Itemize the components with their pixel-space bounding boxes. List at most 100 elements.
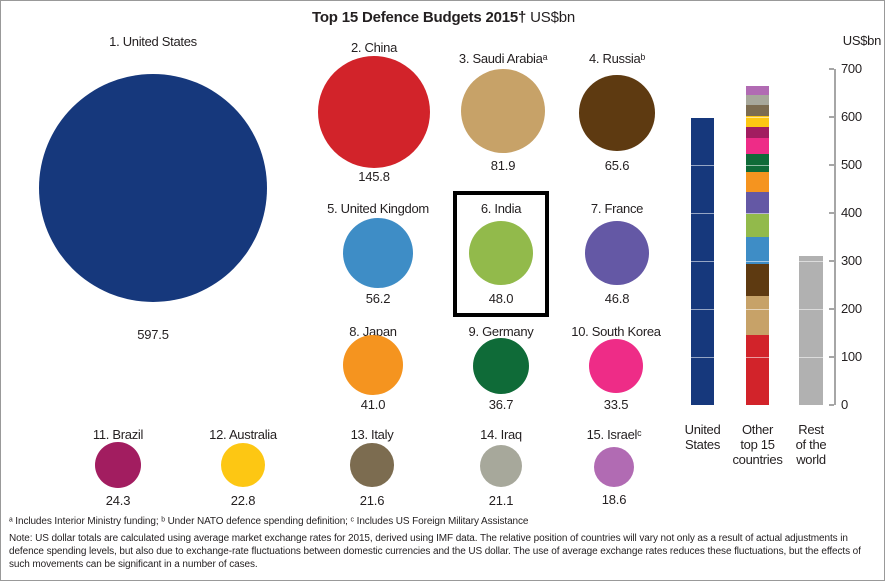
country-label-israel: 15. Israelᶜ — [586, 427, 642, 442]
country-label-saudi-arabia: 3. Saudi Arabiaᵃ — [458, 51, 548, 66]
country-value-brazil: 24.3 — [105, 493, 131, 508]
grid-line-100 — [799, 356, 823, 358]
country-value-china: 145.8 — [358, 169, 390, 184]
grid-line-600 — [746, 116, 769, 118]
country-label-united-kingdom: 5. United Kingdom — [327, 201, 429, 216]
bubble-brazil — [95, 442, 141, 488]
y-axis-tick-300 — [829, 260, 834, 262]
country-label-united-states: 1. United States — [109, 34, 197, 49]
page-title-bold: Top 15 Defence Budgets 2015† — [311, 9, 527, 26]
y-axis-tick-label-200: 200 — [841, 301, 862, 316]
bubble-united-kingdom — [343, 218, 413, 288]
grid-line-200 — [691, 308, 714, 310]
segment-germany — [746, 154, 769, 172]
y-axis-tick-500 — [829, 164, 834, 166]
united-states-bar — [691, 118, 714, 405]
segment-france — [746, 191, 769, 215]
y-axis-line — [834, 69, 836, 405]
country-label-china: 2. China — [350, 40, 398, 55]
y-axis-tick-100 — [829, 356, 834, 358]
other-top15-bar — [746, 86, 769, 405]
grid-line-300 — [746, 260, 769, 262]
y-axis-tick-label-300: 300 — [841, 253, 862, 268]
country-label-japan: 8. Japan — [349, 324, 397, 339]
segment-south-korea — [746, 138, 769, 155]
bubble-china — [317, 55, 431, 169]
india-highlight-box — [453, 191, 549, 317]
page-title-units: US$bn — [526, 9, 576, 26]
segment-rest-of-the-world — [799, 256, 823, 405]
country-label-germany: 9. Germany — [468, 324, 534, 339]
segment-china — [746, 334, 769, 405]
other-top15-bar-label-line: Other — [741, 422, 773, 437]
country-value-australia: 22.8 — [230, 493, 256, 508]
country-value-italy: 21.6 — [359, 493, 385, 508]
y-axis-tick-700 — [829, 68, 834, 70]
segment-saudi-arabia — [746, 295, 769, 335]
country-value-germany: 36.7 — [488, 397, 514, 412]
country-value-united-states: 597.5 — [137, 327, 169, 342]
country-label-brazil: 11. Brazil — [92, 427, 144, 442]
y-axis-tick-label-700: 700 — [841, 61, 862, 76]
y-axis-tick-label-400: 400 — [841, 205, 862, 220]
segment-brazil — [746, 126, 769, 139]
grid-line-200 — [799, 308, 823, 310]
y-axis-tick-600 — [829, 116, 834, 118]
page-title: Top 15 Defence Budgets 2015† US$bn — [1, 9, 884, 26]
segment-russia — [746, 264, 769, 296]
grid-line-500 — [746, 164, 769, 166]
y-axis-tick-0 — [829, 404, 834, 406]
segment-iraq — [746, 95, 769, 106]
grid-line-400 — [746, 212, 769, 214]
bubble-australia — [220, 442, 266, 488]
bubble-italy — [350, 443, 394, 487]
united-states-bar-label-line: States — [684, 437, 721, 452]
rest-of-world-bar — [799, 256, 823, 405]
grid-line-500 — [691, 164, 714, 166]
country-value-france: 46.8 — [604, 291, 630, 306]
bubble-france — [585, 221, 649, 285]
bubble-germany — [472, 337, 530, 395]
segment-italy — [746, 105, 769, 116]
bubble-russia — [579, 75, 655, 151]
y-axis-tick-200 — [829, 308, 834, 310]
country-label-italy: 13. Italy — [350, 427, 394, 442]
segment-israel — [746, 86, 769, 96]
grid-line-100 — [746, 356, 769, 358]
united-states-bar-label-line: United — [684, 422, 721, 437]
bubble-saudi-arabia — [460, 68, 546, 154]
grid-line-200 — [746, 308, 769, 310]
country-label-iraq: 14. Iraq — [480, 427, 522, 442]
segment-india — [746, 214, 769, 238]
country-label-russia: 4. Russiaᵇ — [588, 51, 646, 66]
segment-japan — [746, 172, 769, 192]
country-label-australia: 12. Australia — [209, 427, 277, 442]
country-value-iraq: 21.1 — [488, 493, 514, 508]
bubble-india — [468, 220, 534, 286]
country-value-russia: 65.6 — [604, 158, 630, 173]
grid-line-100 — [691, 356, 714, 358]
bubble-japan — [343, 335, 403, 395]
segment-united-kingdom — [746, 237, 769, 265]
y-axis-tick-label-100: 100 — [841, 349, 862, 364]
country-label-france: 7. France — [590, 201, 644, 216]
y-axis-tick-label-600: 600 — [841, 109, 862, 124]
bubble-israel — [593, 446, 635, 488]
country-value-saudi-arabia: 81.9 — [490, 158, 516, 173]
country-label-india: 6. India — [480, 201, 522, 216]
rest-of-world-bar-label-line: of the — [795, 437, 827, 452]
other-top15-bar-label-line: top 15 — [740, 437, 775, 452]
country-value-united-kingdom: 56.2 — [365, 291, 391, 306]
country-value-south-korea: 33.5 — [603, 397, 629, 412]
country-label-south-korea: 10. South Korea — [571, 324, 661, 339]
bubble-iraq — [479, 444, 523, 488]
note-text: Note: US dollar totals are calculated us… — [9, 533, 861, 570]
country-value-india: 48.0 — [488, 291, 514, 306]
grid-line-400 — [691, 212, 714, 214]
rest-of-world-bar-label-line: world — [796, 452, 826, 467]
bubble-united-states — [38, 73, 267, 302]
footnotes: ᵃ Includes Interior Ministry funding; ᵇ … — [9, 516, 529, 527]
y-axis-tick-label-0: 0 — [841, 397, 848, 412]
y-axis-tick-400 — [829, 212, 834, 214]
